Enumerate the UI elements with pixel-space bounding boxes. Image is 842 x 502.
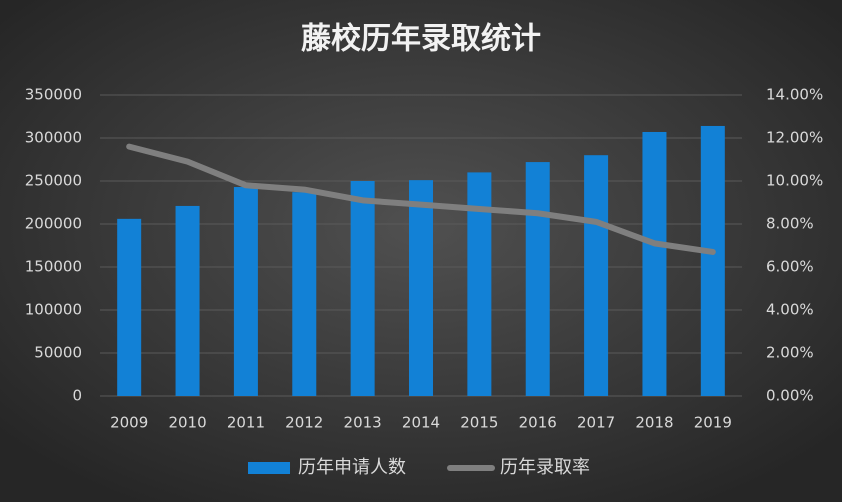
bar [175,205,200,396]
x-tick-label: 2009 [110,414,148,432]
y-tick-label: 0 [72,387,82,405]
y2-tick-label: 10.00% [766,172,823,190]
bar [642,131,667,397]
y-tick-label: 350000 [25,86,82,104]
x-tick-label: 2016 [519,414,557,432]
y-tick-label: 300000 [25,129,82,147]
x-tick-label: 2011 [227,414,265,432]
x-tick-label: 2017 [577,414,615,432]
y2-tick-label: 0.00% [766,387,814,405]
bar [233,187,258,396]
y-tick-label: 250000 [25,172,82,190]
bar [584,155,609,396]
x-tick-label: 2018 [635,414,673,432]
y2-tick-label: 4.00% [766,301,814,319]
bar [117,218,142,396]
y2-tick-label: 12.00% [766,129,823,147]
bar [525,162,550,396]
x-tick-label: 2012 [285,414,323,432]
bar [409,180,433,396]
x-tick-label: 2014 [402,414,440,432]
legend-label: 历年申请人数 [298,457,406,478]
y2-tick-label: 14.00% [766,86,823,104]
y-tick-label: 150000 [25,258,82,276]
y2-tick-label: 6.00% [766,258,814,276]
legend-label: 历年录取率 [500,457,590,478]
y-tick-label: 50000 [34,344,82,362]
y-tick-label: 200000 [25,215,82,233]
x-tick-label: 2019 [694,414,732,432]
bar [292,192,317,396]
chart-title: 藤校历年录取统计 [301,22,541,57]
x-tick-label: 2015 [460,414,498,432]
bar [700,125,725,397]
line [126,143,716,255]
bar [350,181,375,396]
legend-swatch [248,462,290,474]
y-tick-label: 100000 [25,301,82,319]
x-tick-label: 2010 [168,414,206,432]
y2-tick-label: 8.00% [766,215,814,233]
y2-tick-label: 2.00% [766,344,814,362]
x-tick-label: 2013 [344,414,382,432]
